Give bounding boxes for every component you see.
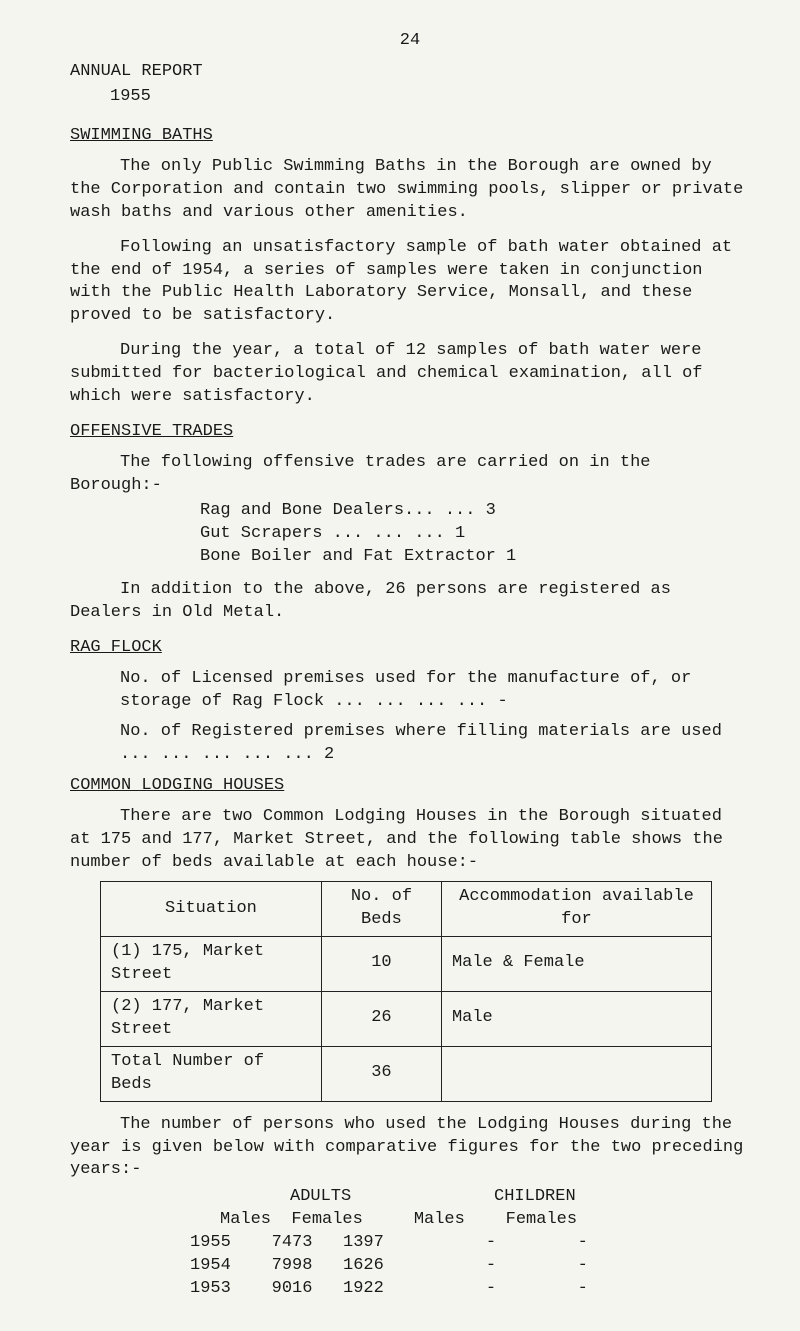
beds-total-b: 36 bbox=[321, 1046, 441, 1101]
section-title-swimming: SWIMMING BATHS bbox=[70, 125, 750, 148]
report-title: ANNUAL REPORT bbox=[70, 61, 750, 84]
table-row: (1) 175, Market Street 10 Male & Female bbox=[101, 936, 712, 991]
offensive-p1: The following offensive trades are carri… bbox=[70, 452, 750, 498]
page-container: 24 ANNUAL REPORT 1955 SWIMMING BATHS The… bbox=[0, 0, 800, 1331]
offensive-l2: Gut Scrapers ... ... ... 1 bbox=[200, 523, 750, 546]
beds-r2c: Male bbox=[441, 991, 711, 1046]
swimming-p1: The only Public Swimming Baths in the Bo… bbox=[70, 156, 750, 225]
report-year: 1955 bbox=[110, 86, 750, 109]
beds-r1b: 10 bbox=[321, 936, 441, 991]
beds-table: Situation No. of Beds Accommodation avai… bbox=[100, 881, 712, 1102]
section-title-lodging: COMMON LODGING HOUSES bbox=[70, 775, 750, 798]
beds-total-c bbox=[441, 1046, 711, 1101]
beds-h2: No. of Beds bbox=[321, 882, 441, 937]
lodging-p2: The number of persons who used the Lodgi… bbox=[70, 1114, 750, 1183]
offensive-l3: Bone Boiler and Fat Extractor 1 bbox=[200, 546, 750, 569]
swimming-p2: Following an unsatisfactory sample of ba… bbox=[70, 237, 750, 329]
beds-h1: Situation bbox=[101, 882, 322, 937]
offensive-p2: In addition to the above, 26 persons are… bbox=[70, 579, 750, 625]
rag-p1: No. of Licensed premises used for the ma… bbox=[120, 668, 750, 714]
stats-subheader: Males Females Males Females bbox=[220, 1209, 750, 1232]
rag-p2: No. of Registered premises where filling… bbox=[120, 721, 750, 767]
stats-row-1955: 1955 7473 1397 - - bbox=[190, 1232, 750, 1255]
table-row: Situation No. of Beds Accommodation avai… bbox=[101, 882, 712, 937]
beds-h3: Accommodation available for bbox=[441, 882, 711, 937]
table-row: (2) 177, Market Street 26 Male bbox=[101, 991, 712, 1046]
lodging-p1: There are two Common Lodging Houses in t… bbox=[70, 806, 750, 875]
page-number: 24 bbox=[70, 30, 750, 53]
stats-header: ADULTS CHILDREN bbox=[290, 1186, 750, 1209]
beds-r1c: Male & Female bbox=[441, 936, 711, 991]
section-title-offensive: OFFENSIVE TRADES bbox=[70, 421, 750, 444]
swimming-p3: During the year, a total of 12 samples o… bbox=[70, 340, 750, 409]
beds-r1a: (1) 175, Market Street bbox=[101, 936, 322, 991]
stats-row-1953: 1953 9016 1922 - - bbox=[190, 1278, 750, 1301]
offensive-l1: Rag and Bone Dealers... ... 3 bbox=[200, 500, 750, 523]
beds-r2b: 26 bbox=[321, 991, 441, 1046]
beds-total-a: Total Number of Beds bbox=[101, 1046, 322, 1101]
table-row: Total Number of Beds 36 bbox=[101, 1046, 712, 1101]
offensive-list: Rag and Bone Dealers... ... 3 Gut Scrape… bbox=[200, 500, 750, 569]
beds-r2a: (2) 177, Market Street bbox=[101, 991, 322, 1046]
stats-row-1954: 1954 7998 1626 - - bbox=[190, 1255, 750, 1278]
section-title-rag: RAG FLOCK bbox=[70, 637, 750, 660]
